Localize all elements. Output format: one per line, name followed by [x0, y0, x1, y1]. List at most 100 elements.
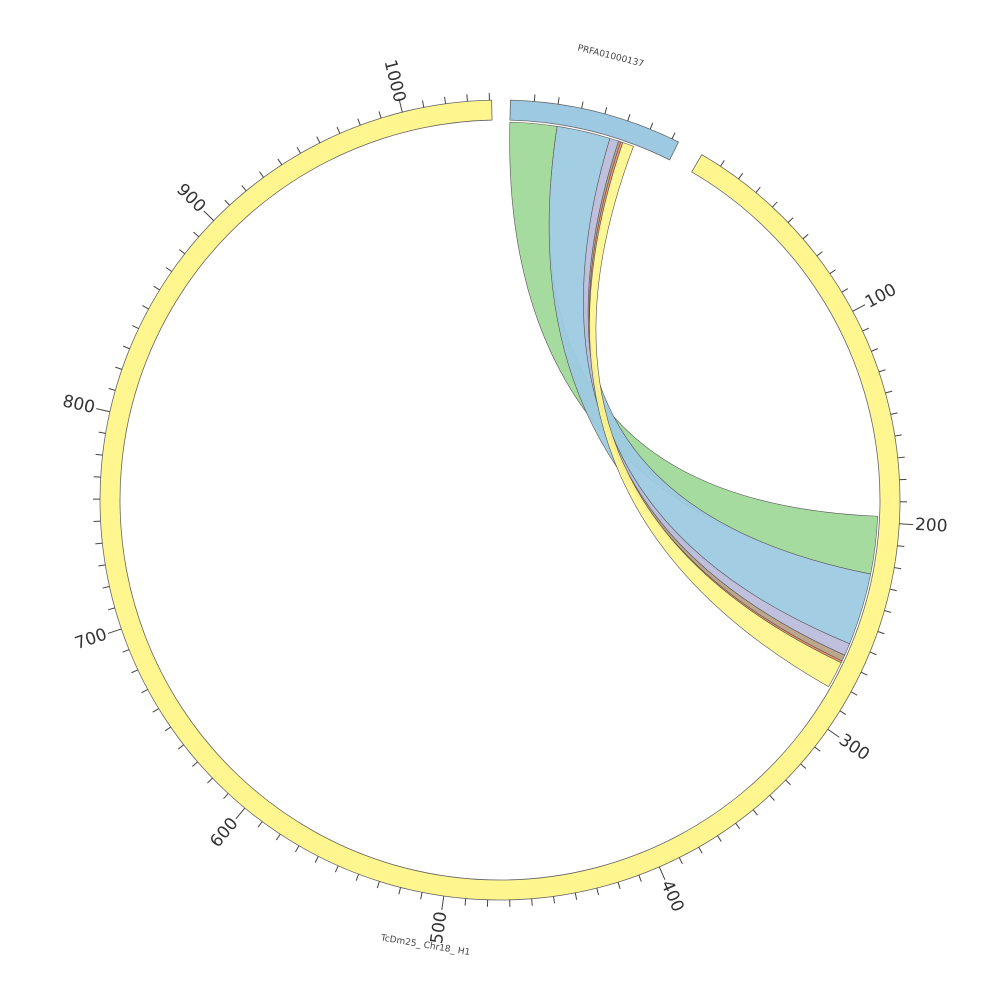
minor-tick	[830, 270, 836, 274]
minor-tick	[534, 95, 535, 102]
major-tick	[659, 867, 665, 880]
major-tick	[96, 409, 110, 412]
minor-tick	[399, 887, 401, 894]
minor-tick	[851, 692, 857, 695]
minor-tick	[871, 349, 878, 352]
minor-tick	[358, 119, 360, 126]
minor-tick	[379, 111, 381, 118]
tick-label-400: 400	[656, 877, 687, 915]
major-tick	[236, 808, 245, 819]
minor-tick	[699, 847, 702, 853]
minor-tick	[377, 881, 379, 888]
minor-tick	[99, 432, 106, 433]
minor-tick	[225, 200, 230, 205]
minor-tick	[445, 97, 446, 104]
minor-tick	[142, 689, 148, 692]
segment-label-prfa: PRFA01000137	[576, 44, 644, 70]
minor-tick	[465, 899, 466, 906]
segment-label-chr18: TcDm25_ Chr18_ H1	[379, 933, 471, 958]
ribbons-layer	[510, 122, 878, 687]
minor-tick	[207, 778, 212, 783]
minor-tick	[679, 858, 682, 864]
minor-tick	[650, 123, 653, 129]
minor-tick	[718, 836, 722, 842]
minor-tick	[788, 218, 793, 223]
segments-layer	[100, 100, 900, 900]
minor-tick	[123, 650, 129, 653]
minor-tick	[756, 187, 760, 192]
minor-tick	[317, 137, 320, 143]
minor-tick	[817, 252, 823, 256]
minor-tick	[605, 107, 607, 114]
minor-tick	[179, 249, 185, 253]
minor-tick	[884, 610, 891, 612]
minor-tick	[98, 565, 105, 566]
minor-tick	[898, 457, 905, 458]
minor-tick	[582, 102, 583, 109]
minor-tick	[297, 147, 300, 153]
minor-tick	[895, 435, 902, 436]
minor-tick	[276, 834, 280, 840]
minor-tick	[870, 652, 876, 655]
minor-tick	[337, 127, 340, 133]
minor-tick	[772, 202, 777, 207]
minor-tick	[879, 370, 886, 372]
tick-label-1000: 1000	[379, 58, 409, 105]
minor-tick	[878, 631, 885, 633]
minor-tick	[295, 846, 299, 852]
minor-tick	[554, 896, 555, 903]
minor-tick	[672, 133, 675, 139]
minor-tick	[108, 608, 115, 610]
minor-tick	[154, 286, 160, 290]
minor-tick	[863, 328, 869, 331]
minor-tick	[115, 367, 122, 369]
minor-tick	[103, 587, 110, 589]
minor-tick	[753, 810, 757, 815]
minor-tick	[597, 888, 599, 895]
minor-tick	[801, 764, 806, 769]
major-tick	[204, 211, 214, 221]
minor-tick	[278, 159, 282, 165]
minor-tick	[258, 822, 262, 828]
minor-tick	[842, 289, 848, 293]
minor-tick	[194, 232, 199, 237]
minor-tick	[558, 97, 559, 104]
minor-tick	[178, 745, 184, 749]
minor-tick	[786, 780, 791, 785]
minor-tick	[532, 899, 533, 906]
minor-tick	[736, 823, 740, 829]
major-tick	[828, 729, 839, 737]
tick-label-300: 300	[835, 730, 873, 765]
minor-tick	[897, 546, 904, 547]
minor-tick	[165, 727, 171, 731]
major-tick	[853, 305, 865, 312]
minor-tick	[132, 326, 138, 329]
major-tick	[899, 524, 913, 525]
tick-label-200: 200	[914, 515, 948, 537]
minor-tick	[628, 114, 630, 121]
minor-tick	[421, 892, 422, 899]
major-tick	[108, 629, 121, 634]
minor-tick	[840, 711, 846, 715]
tick-label-700: 700	[72, 625, 109, 654]
minor-tick	[131, 670, 137, 673]
minor-tick	[803, 234, 808, 239]
minor-tick	[422, 100, 423, 107]
minor-tick	[575, 893, 576, 900]
minor-tick	[639, 875, 641, 882]
minor-tick	[815, 747, 821, 751]
tick-label-600: 600	[206, 814, 242, 852]
minor-tick	[95, 543, 102, 544]
minor-tick	[861, 672, 867, 675]
minor-tick	[123, 346, 129, 349]
minor-tick	[166, 267, 172, 271]
tick-label-100: 100	[862, 280, 900, 313]
minor-tick	[192, 762, 197, 767]
minor-tick	[356, 874, 358, 881]
minor-tick	[739, 173, 743, 179]
minor-tick	[315, 856, 318, 862]
minor-tick	[96, 454, 103, 455]
